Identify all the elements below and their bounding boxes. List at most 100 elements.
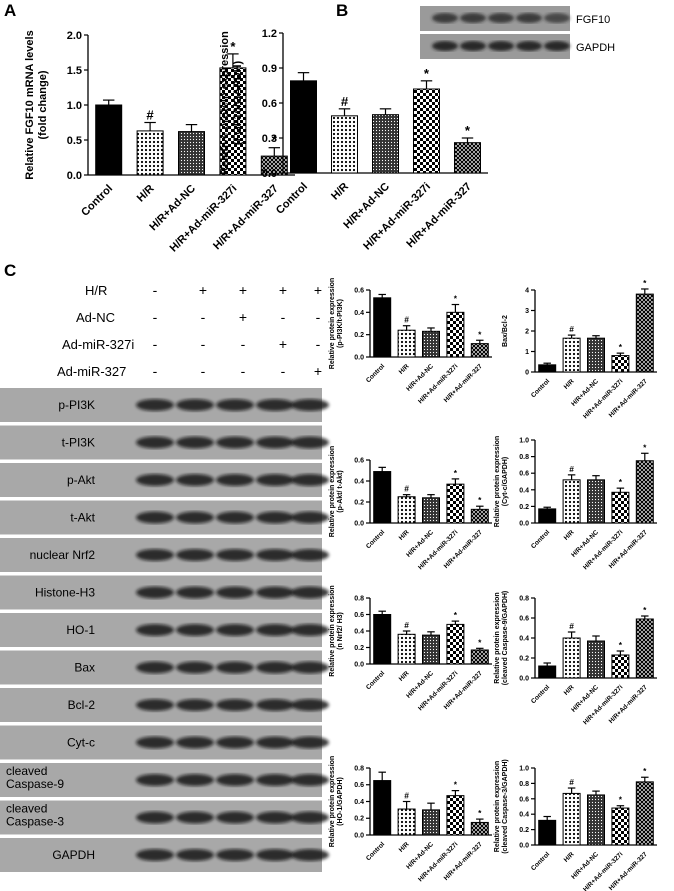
significance-mark: # xyxy=(404,791,409,801)
blot-band xyxy=(136,661,174,674)
blot-band xyxy=(291,549,329,561)
x-tick-label: Control xyxy=(365,670,386,691)
bar xyxy=(611,807,630,846)
blot-band xyxy=(176,699,214,711)
treatment-sign: + xyxy=(314,282,322,298)
significance-mark: * xyxy=(478,329,482,339)
blot-band xyxy=(176,849,214,861)
treatment-sign: - xyxy=(201,309,206,325)
blot-band xyxy=(176,399,214,411)
blot-band xyxy=(256,699,294,711)
treatment-sign: - xyxy=(153,282,158,298)
y-tick-label: 0.6 xyxy=(519,615,529,622)
blot-band xyxy=(176,549,214,561)
significance-mark: * xyxy=(619,477,623,487)
blot-band xyxy=(544,41,570,51)
panel-label: B xyxy=(336,1,348,20)
y-tick-label: 0.0 xyxy=(519,675,529,682)
blot-label-line: cleaved xyxy=(6,764,47,778)
bar xyxy=(562,337,581,373)
y-tick-label: 0.8 xyxy=(519,454,529,461)
blot-label: Bax xyxy=(74,661,95,675)
bar xyxy=(422,330,440,358)
blot-band xyxy=(136,811,174,824)
y-tick-label: 0.0 xyxy=(354,661,364,668)
bar xyxy=(538,364,557,373)
blot-band xyxy=(256,549,294,561)
blot-band xyxy=(460,41,486,51)
blot-band xyxy=(544,13,570,23)
blot-band xyxy=(256,586,294,599)
significance-mark: * xyxy=(643,442,647,452)
blot-band xyxy=(136,699,174,711)
y-tick-label: 0.4 xyxy=(354,628,364,635)
bar xyxy=(446,623,465,665)
significance-mark: * xyxy=(454,610,458,620)
y-axis-label: (FGF10/GAPDH) xyxy=(232,60,244,145)
blot-band xyxy=(256,624,294,636)
significance-mark: * xyxy=(454,468,458,478)
blot-band xyxy=(136,399,174,411)
treatment-label: Ad-NC xyxy=(76,310,115,325)
blot-band xyxy=(291,586,329,599)
bar xyxy=(136,130,164,176)
y-tick-label: 0.4 xyxy=(519,635,529,642)
blot-band xyxy=(136,549,174,561)
treatment-sign: - xyxy=(281,309,286,325)
y-tick-label: 1.0 xyxy=(519,765,529,772)
bar xyxy=(470,508,489,524)
x-tick-label: H/R xyxy=(398,529,411,542)
blot-band xyxy=(216,399,254,411)
y-tick-label: 1.2 xyxy=(262,28,277,40)
x-tick-label: H/R xyxy=(398,670,411,683)
y-tick-label: 0.6 xyxy=(262,98,277,110)
x-tick-label: H/R xyxy=(563,851,576,864)
x-tick-label: Control xyxy=(365,529,386,550)
treatment-sign: + xyxy=(239,309,247,325)
significance-mark: * xyxy=(230,39,236,54)
treatment-sign: - xyxy=(201,336,206,352)
x-tick-label: H/R xyxy=(135,183,157,205)
blot-band xyxy=(216,849,254,861)
bar xyxy=(373,297,392,358)
y-tick-label: 0.0 xyxy=(519,520,529,527)
blot-band xyxy=(432,41,458,51)
bar xyxy=(635,293,654,373)
bar xyxy=(538,508,557,524)
bar-chart: 0.00.20.40.6Control#H/RH/R+Ad-NC*H/R+Ad-… xyxy=(329,278,492,405)
blot-label: Histone-H3 xyxy=(35,586,95,600)
bar-chart: 0.00.20.40.60.8Control#H/RH/R+Ad-NC*H/R+… xyxy=(329,756,492,883)
bar xyxy=(635,781,654,846)
bar xyxy=(611,355,630,373)
bar xyxy=(178,131,205,176)
bar xyxy=(587,479,605,524)
blot-label: FGF10 xyxy=(576,14,610,26)
bar xyxy=(538,819,557,846)
panel-label: C xyxy=(4,261,16,280)
y-tick-label: 1.0 xyxy=(67,100,82,112)
blot-band xyxy=(291,774,329,786)
bar xyxy=(422,809,440,836)
y-tick-label: 0.0 xyxy=(67,170,82,182)
y-tick-label: 0.5 xyxy=(67,135,82,147)
bar-chart: 0.00.20.40.60.81.0Control#H/RH/R+Ad-NC*H… xyxy=(494,436,657,571)
blot-band xyxy=(291,699,329,711)
bar xyxy=(422,634,440,665)
y-tick-label: 2 xyxy=(525,328,529,335)
blot-band xyxy=(176,624,214,636)
bar xyxy=(373,471,392,524)
blot-band xyxy=(256,661,294,674)
y-tick-label: 0.6 xyxy=(354,782,364,789)
y-axis-label: Relative protein expression xyxy=(329,756,336,847)
blot-label: HO-1 xyxy=(66,623,95,637)
blot-label-line: Caspase-9 xyxy=(6,777,64,791)
blot-label: p-Akt xyxy=(67,473,96,487)
y-tick-label: 0.8 xyxy=(519,781,529,788)
y-axis-label: (HO-1/GAPDH) xyxy=(337,777,344,826)
blot-band xyxy=(291,474,329,486)
y-tick-label: 0.3 xyxy=(262,133,277,145)
bar xyxy=(587,337,605,373)
significance-mark: # xyxy=(569,777,574,787)
bar-chart: 0.00.20.40.60.8Control#H/RH/R+Ad-NC*H/R+… xyxy=(494,591,657,726)
